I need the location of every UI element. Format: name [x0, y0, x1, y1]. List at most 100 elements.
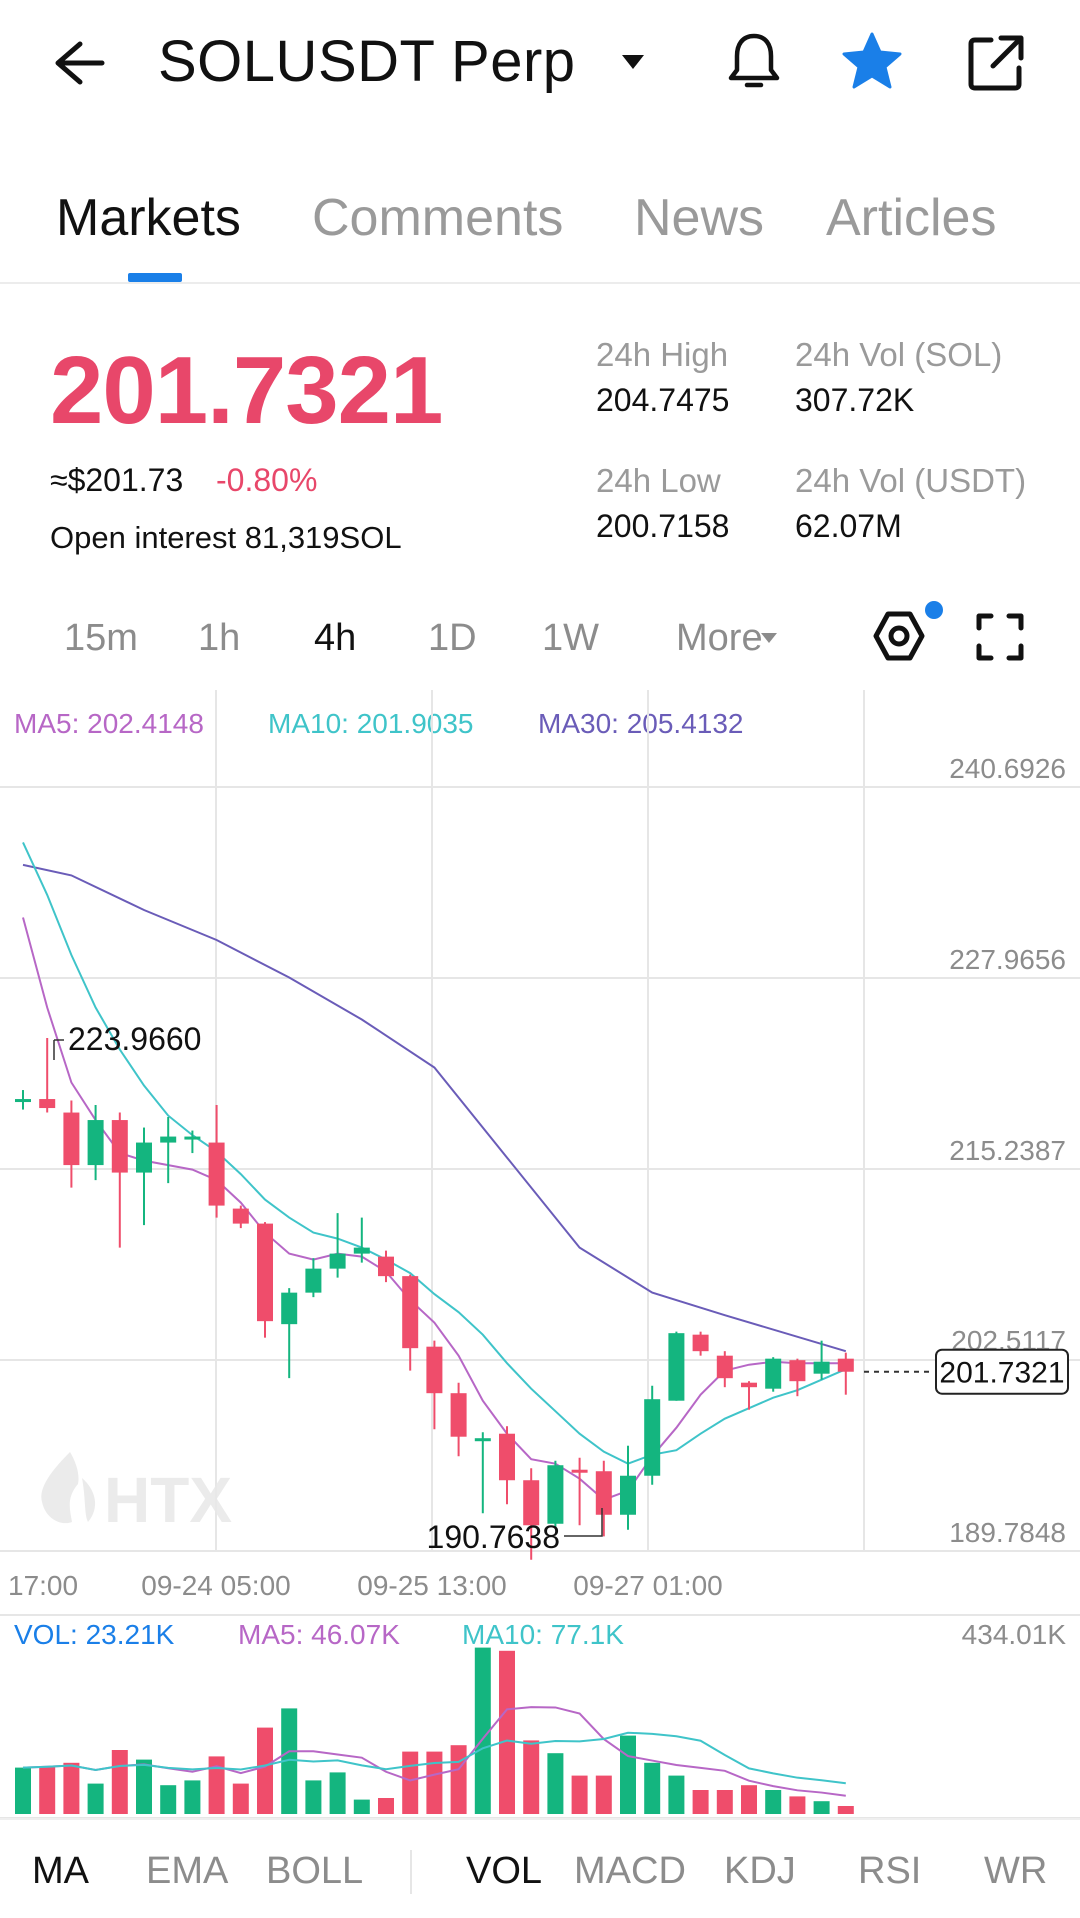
vol-sol-value: 307.72K — [795, 382, 915, 418]
volume-bar — [789, 1796, 806, 1814]
volume-bar — [160, 1785, 177, 1814]
candle — [39, 1037, 56, 1113]
candle-body — [426, 1346, 443, 1394]
candle — [208, 1105, 225, 1218]
interval-4h[interactable]: 4h — [314, 617, 357, 659]
volume-bar — [644, 1762, 661, 1814]
candle-body — [571, 1469, 588, 1473]
volume-bar — [208, 1756, 225, 1814]
ma5-line — [22, 917, 846, 1501]
indicator-macd[interactable]: MACD — [574, 1850, 686, 1892]
star-icon[interactable] — [840, 30, 904, 92]
volume-bar — [474, 1647, 491, 1814]
tab-markets[interactable]: Markets — [56, 189, 241, 247]
candle-body — [353, 1247, 370, 1254]
ma30-line — [22, 863, 847, 1353]
candle-body — [63, 1112, 80, 1166]
last-price: 201.7321 — [50, 337, 443, 444]
volume-bar — [692, 1790, 709, 1814]
candle-body — [232, 1208, 249, 1224]
indicator-ma[interactable]: MA — [32, 1850, 89, 1892]
candle-body — [208, 1142, 225, 1206]
volume-bar — [87, 1783, 104, 1814]
candle-body — [39, 1099, 56, 1109]
volume-bar — [523, 1740, 540, 1814]
bell-icon[interactable] — [725, 30, 783, 94]
vol-max-label: 434.01K — [962, 1619, 1067, 1650]
price-chart[interactable]: HTX 240.6926 227.9656 215.2387 202.5117 … — [0, 690, 1080, 1818]
fullscreen-icon[interactable] — [975, 612, 1025, 662]
volume-bar — [499, 1650, 515, 1814]
tab-news[interactable]: News — [634, 189, 765, 247]
candle-body — [281, 1292, 298, 1325]
volume-bar — [257, 1727, 273, 1814]
low-marker: 190.7638 — [427, 1508, 603, 1555]
candle — [63, 1100, 80, 1188]
ma5-legend: MA5: 202.4148 — [14, 708, 204, 739]
indicator-rsi[interactable]: RSI — [858, 1850, 922, 1892]
candle-body — [692, 1334, 709, 1352]
htx-watermark: HTX — [41, 1452, 232, 1536]
page-title[interactable]: SOLUSDT Perp — [158, 29, 576, 94]
price-change-percent: -0.80% — [216, 462, 318, 498]
y-tick-label: 227.9656 — [949, 944, 1066, 975]
candle — [329, 1213, 346, 1278]
candle — [87, 1105, 104, 1181]
volume-bar — [813, 1801, 830, 1814]
candle-body — [257, 1223, 273, 1322]
volume-bar — [378, 1798, 394, 1814]
last-price-label: 201.7321 — [939, 1357, 1064, 1390]
volume-bar — [281, 1708, 298, 1814]
watermark-text: HTX — [104, 1464, 232, 1536]
interval-15m[interactable]: 15m — [64, 617, 138, 659]
high-24h-value: 204.7475 — [596, 382, 730, 418]
interval-1h[interactable]: 1h — [198, 617, 241, 659]
candle-body — [620, 1475, 636, 1515]
vol-ma5-legend: MA5: 46.07K — [238, 1619, 400, 1650]
volume-bar — [450, 1745, 467, 1814]
notification-dot — [925, 601, 943, 619]
candle-body — [716, 1355, 733, 1379]
candle-body — [305, 1268, 322, 1293]
indicator-kdj[interactable]: KDJ — [724, 1850, 796, 1892]
x-tick-label: 09-27 01:00 — [573, 1570, 722, 1601]
settings-icon[interactable] — [872, 608, 932, 664]
interval-more[interactable]: More — [676, 617, 763, 659]
candle — [741, 1381, 757, 1410]
candle — [402, 1274, 419, 1371]
indicator-ema[interactable]: EMA — [146, 1850, 229, 1892]
candle — [450, 1382, 467, 1457]
candle — [160, 1117, 177, 1184]
back-arrow-icon[interactable] — [50, 38, 108, 88]
candle — [644, 1385, 661, 1485]
candle — [257, 1222, 273, 1338]
candle — [668, 1331, 685, 1401]
candle — [232, 1205, 249, 1229]
indicator-boll[interactable]: BOLL — [266, 1850, 364, 1892]
low-24h-value: 200.7158 — [596, 508, 730, 544]
caret-down-icon[interactable] — [620, 52, 646, 72]
candle-body — [523, 1480, 540, 1526]
price-usd-equivalent: ≈$201.73 — [50, 462, 184, 498]
volume-bar — [741, 1785, 757, 1814]
indicator-vol[interactable]: VOL — [466, 1850, 543, 1892]
tabs-divider — [0, 282, 1080, 284]
candle — [184, 1130, 201, 1154]
share-icon[interactable] — [965, 32, 1027, 94]
more-caret-icon[interactable] — [760, 632, 778, 644]
candle — [378, 1250, 394, 1283]
high-marker-label: 223.9660 — [68, 1021, 201, 1057]
tab-comments[interactable]: Comments — [312, 189, 564, 247]
candle — [547, 1460, 564, 1529]
volume-bar — [39, 1766, 56, 1814]
candle — [765, 1357, 782, 1392]
interval-1d[interactable]: 1D — [428, 617, 477, 659]
high-marker: 223.9660 — [53, 1021, 201, 1060]
tab-articles[interactable]: Articles — [826, 189, 997, 247]
low-marker-label: 190.7638 — [427, 1519, 560, 1555]
candle — [523, 1468, 540, 1560]
indicator-wr[interactable]: WR — [984, 1850, 1048, 1892]
interval-1w[interactable]: 1W — [542, 617, 599, 659]
candle — [281, 1288, 298, 1379]
volume-bar — [63, 1762, 80, 1814]
